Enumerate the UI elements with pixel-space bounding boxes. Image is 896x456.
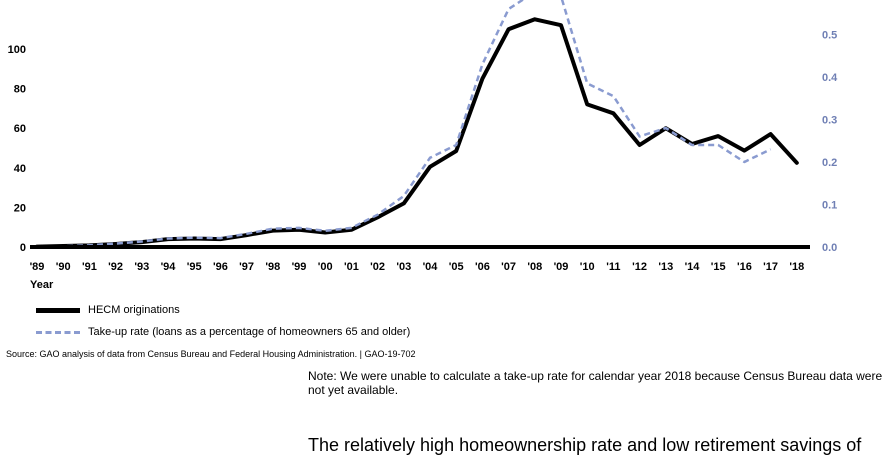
x-tick-label: '04 <box>423 261 439 273</box>
y2-tick-label: 0.5 <box>822 30 837 42</box>
x-tick-label: '16 <box>737 261 752 273</box>
body-paragraph: The relatively high homeownership rate a… <box>308 435 862 455</box>
y-tick-label: 100 <box>8 44 26 56</box>
x-tick-label: '96 <box>213 261 228 273</box>
x-tick-label: '91 <box>82 261 97 273</box>
x-tick-label: '10 <box>580 261 595 273</box>
x-tick-label: '05 <box>449 261 464 273</box>
x-tick-label: '08 <box>527 261 542 273</box>
legend-swatch-solid <box>36 307 80 313</box>
legend-label-takeup: Take-up rate (loans as a percentage of h… <box>88 326 411 338</box>
takeup-rate-line <box>36 0 772 248</box>
x-tick-label: '12 <box>632 261 647 273</box>
legend-item-hecm: HECM originations <box>36 302 180 318</box>
y2-tick-label: 0.3 <box>822 115 837 127</box>
y-tick-label: 0 <box>20 242 26 254</box>
x-tick-label: '97 <box>239 261 254 273</box>
x-tick-label: '89 <box>30 261 45 273</box>
x-tick-label: '09 <box>554 261 569 273</box>
y-tick-label: 20 <box>14 202 26 214</box>
x-tick-label: '18 <box>789 261 804 273</box>
x-tick-label: '06 <box>475 261 490 273</box>
x-tick-label: '13 <box>658 261 673 273</box>
x-tick-label: '90 <box>56 261 71 273</box>
y-tick-label: 40 <box>14 163 26 175</box>
x-tick-label: '17 <box>763 261 778 273</box>
x-tick-label: '02 <box>370 261 385 273</box>
x-tick-label: '07 <box>501 261 516 273</box>
y2-tick-label: 0.4 <box>822 72 838 84</box>
x-tick-label: '95 <box>187 261 202 273</box>
x-tick-label: '00 <box>318 261 333 273</box>
y2-tick-label: 0.1 <box>822 200 837 212</box>
legend-item-takeup: Take-up rate (loans as a percentage of h… <box>36 324 410 340</box>
hecm-takeup-chart: 0 20 40 60 80 100 0.0 0.1 0.2 0.3 0.4 0.5 '89 '90 '91 '… <box>8 0 838 291</box>
y-tick-label: 60 <box>14 123 26 135</box>
y2-tick-label: 0.0 <box>822 242 837 254</box>
legend-swatch-dashed <box>36 330 80 334</box>
x-tick-label: '99 <box>292 261 307 273</box>
y-tick-label: 80 <box>14 84 26 96</box>
x-tick-label: '01 <box>344 261 359 273</box>
x-tick-label: '92 <box>108 261 123 273</box>
x-axis-title: Year <box>30 279 54 291</box>
x-tick-label: '93 <box>134 261 149 273</box>
y2-tick-label: 0.2 <box>822 157 837 169</box>
x-tick-label: '98 <box>265 261 280 273</box>
chart-note: Note: We were unable to calculate a take… <box>308 369 883 397</box>
x-tick-label: '15 <box>711 261 726 273</box>
legend-label-hecm: HECM originations <box>88 304 180 316</box>
x-tick-label: '11 <box>606 261 620 273</box>
source-note: Source: GAO analysis of data from Census… <box>6 349 416 359</box>
x-tick-label: '03 <box>396 261 411 273</box>
x-tick-label: '14 <box>685 261 701 273</box>
hecm-originations-line <box>35 17 799 249</box>
x-tick-label: '94 <box>161 261 177 273</box>
